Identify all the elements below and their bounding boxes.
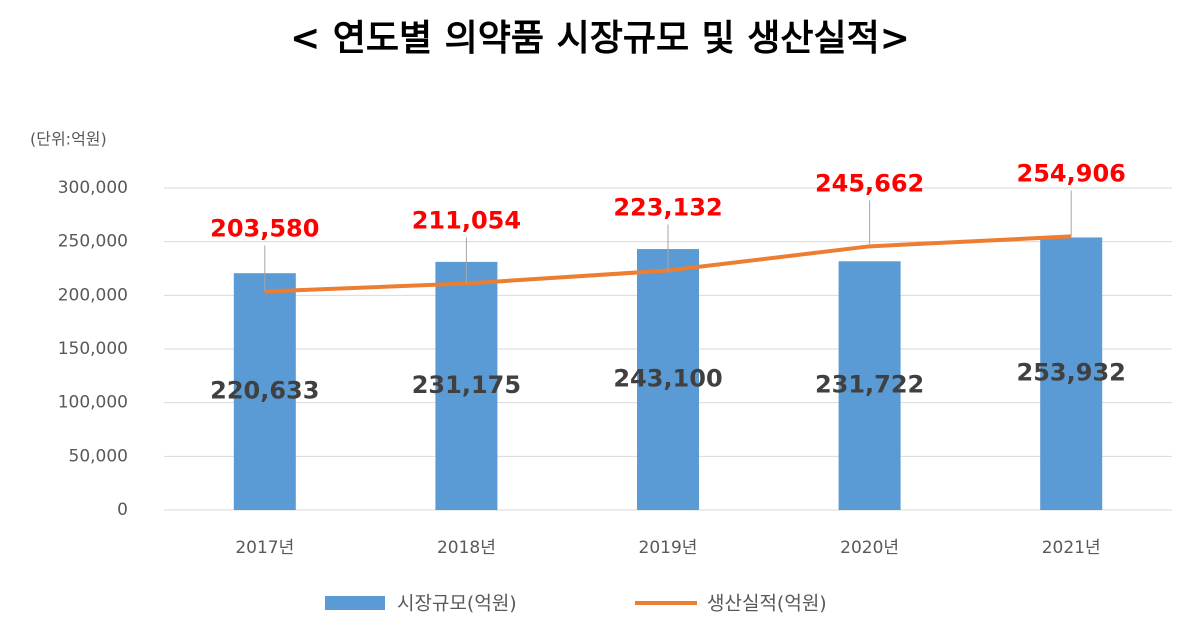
x-tick-label: 2019년 (639, 538, 698, 558)
y-tick-label: 100,000 (58, 393, 128, 413)
line-value-label: 211,054 (412, 206, 521, 234)
line (264, 234, 1072, 294)
bar-value-label: 231,722 (815, 371, 924, 399)
bar-value-label: 253,932 (1017, 359, 1126, 387)
legend-swatch (325, 596, 385, 610)
chart-title: < 연도별 의약품 시장규모 및 생산실적> (290, 18, 910, 59)
y-tick-label: 300,000 (58, 178, 128, 198)
bar-value-label: 220,633 (210, 377, 319, 405)
x-tick-label: 2018년 (437, 538, 496, 558)
y-tick-label: 150,000 (58, 339, 128, 359)
unit-label: (단위:억원) (30, 130, 107, 149)
line-value-label: 223,132 (613, 194, 722, 222)
line-value-label: 254,906 (1017, 159, 1126, 187)
line-value-label: 245,662 (815, 169, 924, 197)
bar (838, 261, 901, 510)
x-tick-label: 2017년 (235, 538, 294, 558)
x-tick-label: 2020년 (840, 538, 899, 558)
bar (233, 273, 296, 510)
x-tick-label: 2021년 (1042, 538, 1101, 558)
y-tick-label: 50,000 (69, 446, 128, 466)
bar (1040, 237, 1103, 510)
bar-value-label: 243,100 (613, 365, 722, 393)
legend-label: 생산실적(억원) (707, 593, 827, 615)
y-tick-label: 250,000 (58, 232, 128, 252)
legend-label: 시장규모(억원) (397, 593, 517, 615)
bar (637, 249, 699, 510)
line-value-label: 203,580 (210, 214, 319, 242)
bar-value-label: 231,175 (412, 371, 521, 399)
y-tick-label: 0 (117, 500, 128, 520)
bar (435, 261, 498, 510)
y-tick-label: 200,000 (58, 285, 128, 305)
